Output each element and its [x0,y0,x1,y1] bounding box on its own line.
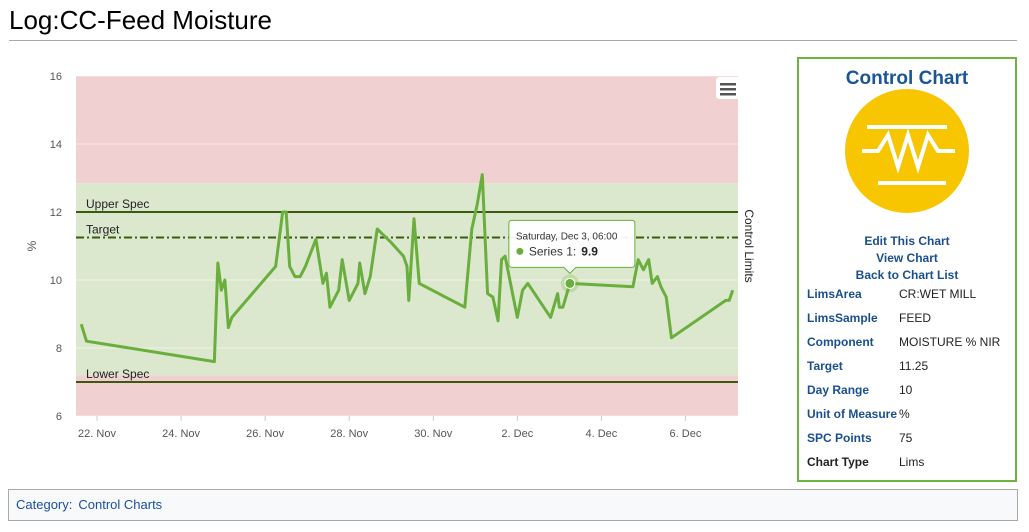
plot-line-label: Lower Spec [86,367,149,381]
sidebar-title: Control Chart [845,68,969,89]
property-label: Chart Type [807,455,869,469]
property-label[interactable]: SPC Points [807,431,872,445]
tooltip-value: 9.9 [581,244,598,258]
y-tick-label: 14 [50,139,62,151]
property-value: % [899,407,910,421]
property-row: LimsSample FEED [807,311,1000,335]
property-value: CR:WET MILL [899,287,977,301]
property-label[interactable]: Day Range [807,383,870,397]
property-label[interactable]: Target [807,359,843,373]
property-row: Day Range 10 [807,383,1000,407]
x-tick-label: 26. Nov [246,428,284,440]
property-value: 10 [899,383,913,397]
y-tick-label: 8 [56,343,62,355]
x-tick-label: 4. Dec [585,428,617,440]
x-tick-label: 28. Nov [330,428,368,440]
y2-axis-title: Control Limits [742,209,756,282]
property-row: Unit of Measure% [807,407,1000,431]
property-label[interactable]: LimsSample [807,311,878,325]
plot-line-label: Upper Spec [86,197,149,211]
y-tick-label: 6 [56,411,62,423]
property-row: Target 11.25 [807,359,1000,383]
property-value: Lims [899,455,925,469]
category-bar: Category: Control Charts [8,489,1018,521]
category-link[interactable]: Control Charts [78,497,163,512]
tooltip-dot [516,247,524,255]
property-value: 75 [899,431,913,445]
property-table: LimsArea CR:WET MILL LimsSample FEED Compone… [807,287,1000,479]
y-tick-label: 10 [50,275,62,287]
x-tick-label: 2. Dec [501,428,533,440]
sidebar-link[interactable]: Edit This Chart [864,234,950,248]
property-value: 11.25 [899,359,929,373]
sidebar-link[interactable]: View Chart [876,251,938,265]
chart-icon [845,89,969,213]
hover-point [564,277,576,289]
menu-bar [720,83,736,86]
chart: 6 8 10 12 14 16 22. Nov 24. Nov 26. Nov 28. Nov 30… [25,71,756,440]
tooltip: Saturday, Dec 3, 06:00 Series 1: 9.9 [508,219,636,275]
menu-bar [720,88,736,91]
tooltip-header: Saturday, Dec 3, 06:00 [516,231,618,242]
y-tick-label: 12 [50,207,62,219]
plot-band [76,76,738,184]
sidebar: Control Chart Edit This Chart View Chart B… [797,57,1017,482]
property-value: FEED [899,311,932,325]
plot-line-label: Target [86,223,120,237]
y-tick-label: 16 [50,71,62,83]
title-rule [9,40,1017,41]
x-tick-label: 22. Nov [78,428,116,440]
series-line [79,173,735,364]
sidebar-links: Edit This Chart View Chart Back to Chart L… [799,233,1015,284]
property-label[interactable]: LimsArea [807,287,862,301]
sidebar-link[interactable]: Back to Chart List [855,268,959,282]
property-row: SPC Points 75 [807,431,1000,455]
property-value: MOISTURE % NIR [899,335,1001,349]
property-row: LimsArea CR:WET MILL [807,287,1000,311]
category-label: Category: [16,497,73,512]
x-tick-label: 30. Nov [414,428,452,440]
property-label[interactable]: Unit of Measure [807,407,898,421]
chart-menu-button[interactable] [716,77,740,99]
tooltip-label: Series 1: [529,244,576,258]
property-row: Chart Type Lims [807,455,1000,479]
property-label[interactable]: Component [807,335,874,349]
property-row: Component MOISTURE % NIR [807,335,1000,359]
x-tick-label: 6. Dec [670,428,702,440]
y-axis-title: % [25,240,39,251]
page-title: Log:CC-Feed Moisture [9,5,272,35]
x-tick-label: 24. Nov [162,428,200,440]
tooltip-box [508,219,636,275]
menu-bar [720,93,736,96]
